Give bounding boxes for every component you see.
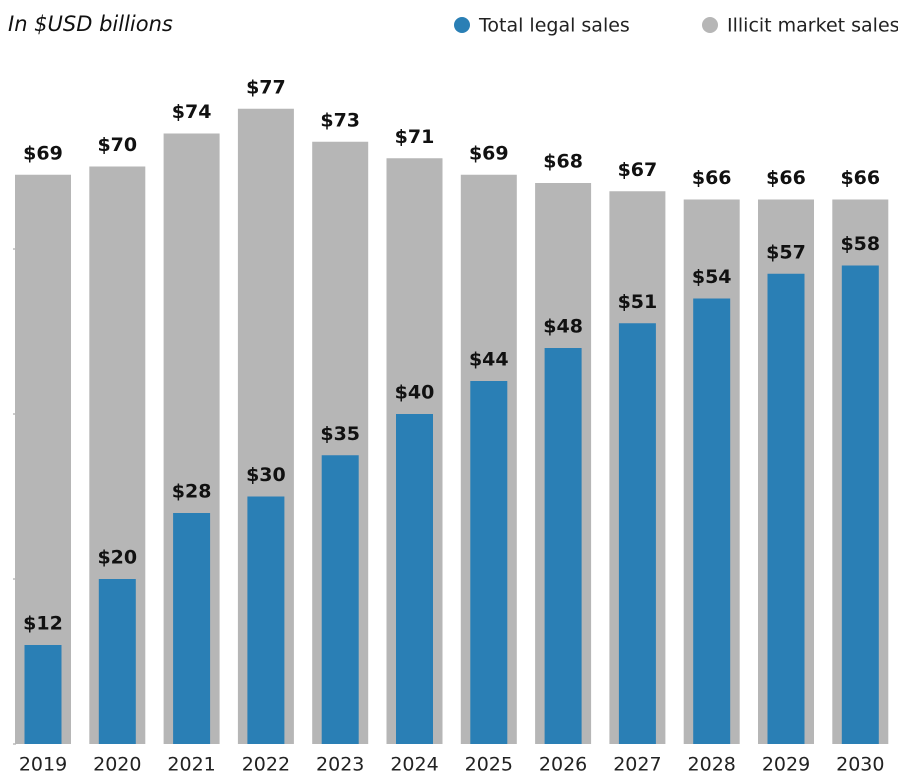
bar — [767, 273, 805, 744]
value-label: $71 — [395, 126, 435, 148]
legend-label: Total legal sales — [478, 15, 630, 37]
x-tick-label: 2026 — [539, 754, 587, 776]
x-tick-label: 2021 — [167, 754, 215, 776]
bar — [24, 645, 62, 744]
bar — [98, 579, 136, 744]
x-tick-label: 2030 — [836, 754, 884, 776]
value-label: $20 — [97, 547, 137, 569]
value-label: $73 — [320, 109, 360, 131]
x-tick-label: 2027 — [613, 754, 661, 776]
x-tick-label: 2023 — [316, 754, 364, 776]
bar — [247, 496, 285, 744]
value-label: $40 — [395, 382, 435, 404]
legend-swatch — [454, 17, 470, 33]
bar — [693, 298, 731, 744]
x-tick-label: 2020 — [93, 754, 141, 776]
bar — [173, 513, 211, 744]
legend-swatch — [702, 17, 718, 33]
value-label: $12 — [23, 613, 63, 635]
x-tick-label: 2019 — [19, 754, 67, 776]
value-label: $70 — [97, 134, 137, 156]
x-tick-label: 2022 — [242, 754, 290, 776]
value-label: $28 — [172, 481, 212, 503]
value-label: $66 — [692, 167, 732, 189]
chart-subtitle: In $USD billions — [8, 12, 173, 36]
x-tick-label: 2028 — [688, 754, 736, 776]
x-tick-label: 2025 — [465, 754, 513, 776]
x-tick-label: 2029 — [762, 754, 810, 776]
value-label: $68 — [543, 151, 583, 173]
bar — [321, 455, 359, 744]
value-label: $69 — [23, 142, 63, 164]
value-label: $77 — [246, 76, 286, 98]
value-label: $66 — [766, 167, 806, 189]
value-label: $35 — [320, 423, 360, 445]
value-label: $48 — [543, 316, 583, 338]
value-label: $57 — [766, 241, 806, 263]
value-label: $51 — [618, 291, 658, 313]
value-label: $66 — [840, 167, 880, 189]
bar — [470, 381, 508, 744]
value-label: $67 — [618, 159, 658, 181]
bar — [396, 414, 433, 744]
value-label: $58 — [840, 233, 880, 255]
legend-label: Illicit market sales — [727, 15, 898, 37]
value-label: $54 — [692, 266, 732, 288]
bar — [841, 265, 879, 744]
bar — [544, 348, 582, 744]
value-label: $74 — [172, 101, 212, 123]
value-label: $69 — [469, 142, 509, 164]
bar — [618, 323, 656, 744]
x-tick-label: 2024 — [390, 754, 438, 776]
value-label: $30 — [246, 464, 286, 486]
value-label: $44 — [469, 349, 509, 371]
